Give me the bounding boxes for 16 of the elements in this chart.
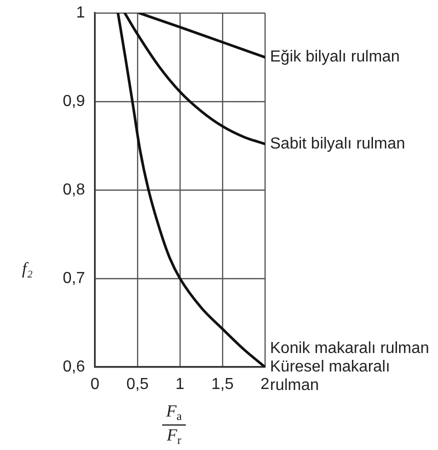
x-tick-label: 0,5 <box>126 376 149 394</box>
series-label: Sabit bilyalı rulman <box>270 135 406 152</box>
series-label: Eğik bilyalı rulman <box>270 48 400 66</box>
x-tick-label: 1,5 <box>211 376 234 394</box>
y-tick-label: 0,7 <box>62 270 86 287</box>
y-axis-title: f₂ <box>22 259 33 278</box>
x-tick-label: 2 <box>260 376 270 394</box>
y-tick-label: 0,9 <box>62 92 86 110</box>
y-tick-label: 0,6 <box>62 358 86 376</box>
y-tick-label: 1 <box>76 4 86 22</box>
x-tick-label: 1 <box>176 376 185 394</box>
y-tick-label: 0,8 <box>62 181 86 198</box>
line-series <box>138 13 265 59</box>
x-tick-label: 0 <box>90 376 100 394</box>
series-label: Konik makaralı rulman Küresel makaralı rulman <box>270 340 430 394</box>
line-series <box>123 13 265 146</box>
